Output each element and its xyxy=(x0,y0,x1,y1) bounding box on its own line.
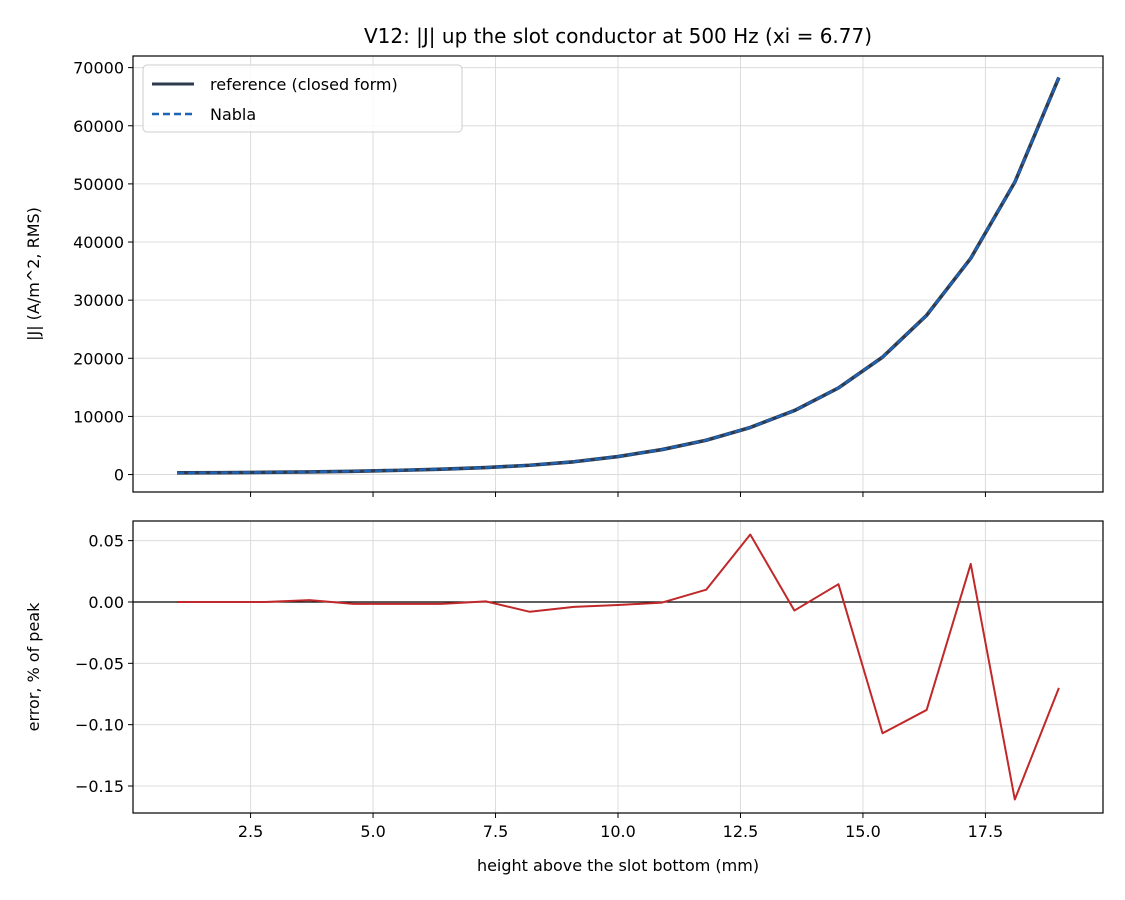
top-series xyxy=(177,76,1061,475)
bottom-y-ticks: 0.05 0.00 −0.05 −0.10 −0.15 xyxy=(75,532,133,796)
error-series-line xyxy=(177,533,1060,801)
bottom-axes-frame xyxy=(132,520,1104,814)
bottom-x-ticks: 2.5 5.0 7.5 10.0 12.5 15.0 17.5 xyxy=(238,813,1003,841)
top-y-tick-label: 10000 xyxy=(73,407,124,426)
bottom-y-tick-label: −0.15 xyxy=(75,777,124,796)
x-tick-label: 12.5 xyxy=(723,822,759,841)
bottom-y-axis-label: error, % of peak xyxy=(24,602,43,732)
top-panel: V12: |J| up the slot conductor at 500 Hz… xyxy=(24,24,1104,497)
bottom-y-tick-label: −0.10 xyxy=(75,716,124,735)
bottom-y-tick-label: −0.05 xyxy=(75,654,124,673)
top-y-tick-label: 0 xyxy=(114,466,124,485)
x-tick-label: 7.5 xyxy=(483,822,508,841)
top-y-tick-label: 50000 xyxy=(73,175,124,194)
top-y-tick-label: 60000 xyxy=(73,117,124,136)
x-tick-label: 17.5 xyxy=(968,822,1004,841)
bottom-grid xyxy=(133,521,1103,813)
x-axis-label: height above the slot bottom (mm) xyxy=(477,856,759,875)
legend-label-nabla: Nabla xyxy=(210,105,256,124)
top-x-ticks xyxy=(250,492,986,497)
x-tick-label: 10.0 xyxy=(600,822,636,841)
bottom-y-tick-label: 0.00 xyxy=(88,593,124,612)
top-y-axis-label: |J| (A/m^2, RMS) xyxy=(24,207,43,341)
top-y-tick-label: 30000 xyxy=(73,291,124,310)
legend: reference (closed form) Nabla xyxy=(142,64,463,133)
top-grid xyxy=(133,56,1103,492)
x-tick-label: 2.5 xyxy=(238,822,263,841)
bottom-panel: 2.5 5.0 7.5 10.0 12.5 15.0 17.5 0.05 0.00 −0.05 −… xyxy=(24,520,1104,875)
series-line-nabla xyxy=(177,77,1061,475)
legend-label-reference: reference (closed form) xyxy=(210,75,398,94)
bottom-series xyxy=(177,533,1060,801)
top-y-tick-label: 70000 xyxy=(73,59,124,78)
top-y-ticks: 0 10000 20000 30000 40000 50000 60000 70000 xyxy=(73,59,133,485)
bottom-y-tick-label: 0.05 xyxy=(88,532,124,551)
top-y-tick-label: 20000 xyxy=(73,349,124,368)
top-y-tick-label: 40000 xyxy=(73,233,124,252)
top-axes-frame xyxy=(132,55,1104,493)
x-tick-label: 15.0 xyxy=(845,822,881,841)
x-tick-label: 5.0 xyxy=(360,822,385,841)
chart-title: V12: |J| up the slot conductor at 500 Hz… xyxy=(364,24,872,48)
legend-box xyxy=(142,64,463,133)
